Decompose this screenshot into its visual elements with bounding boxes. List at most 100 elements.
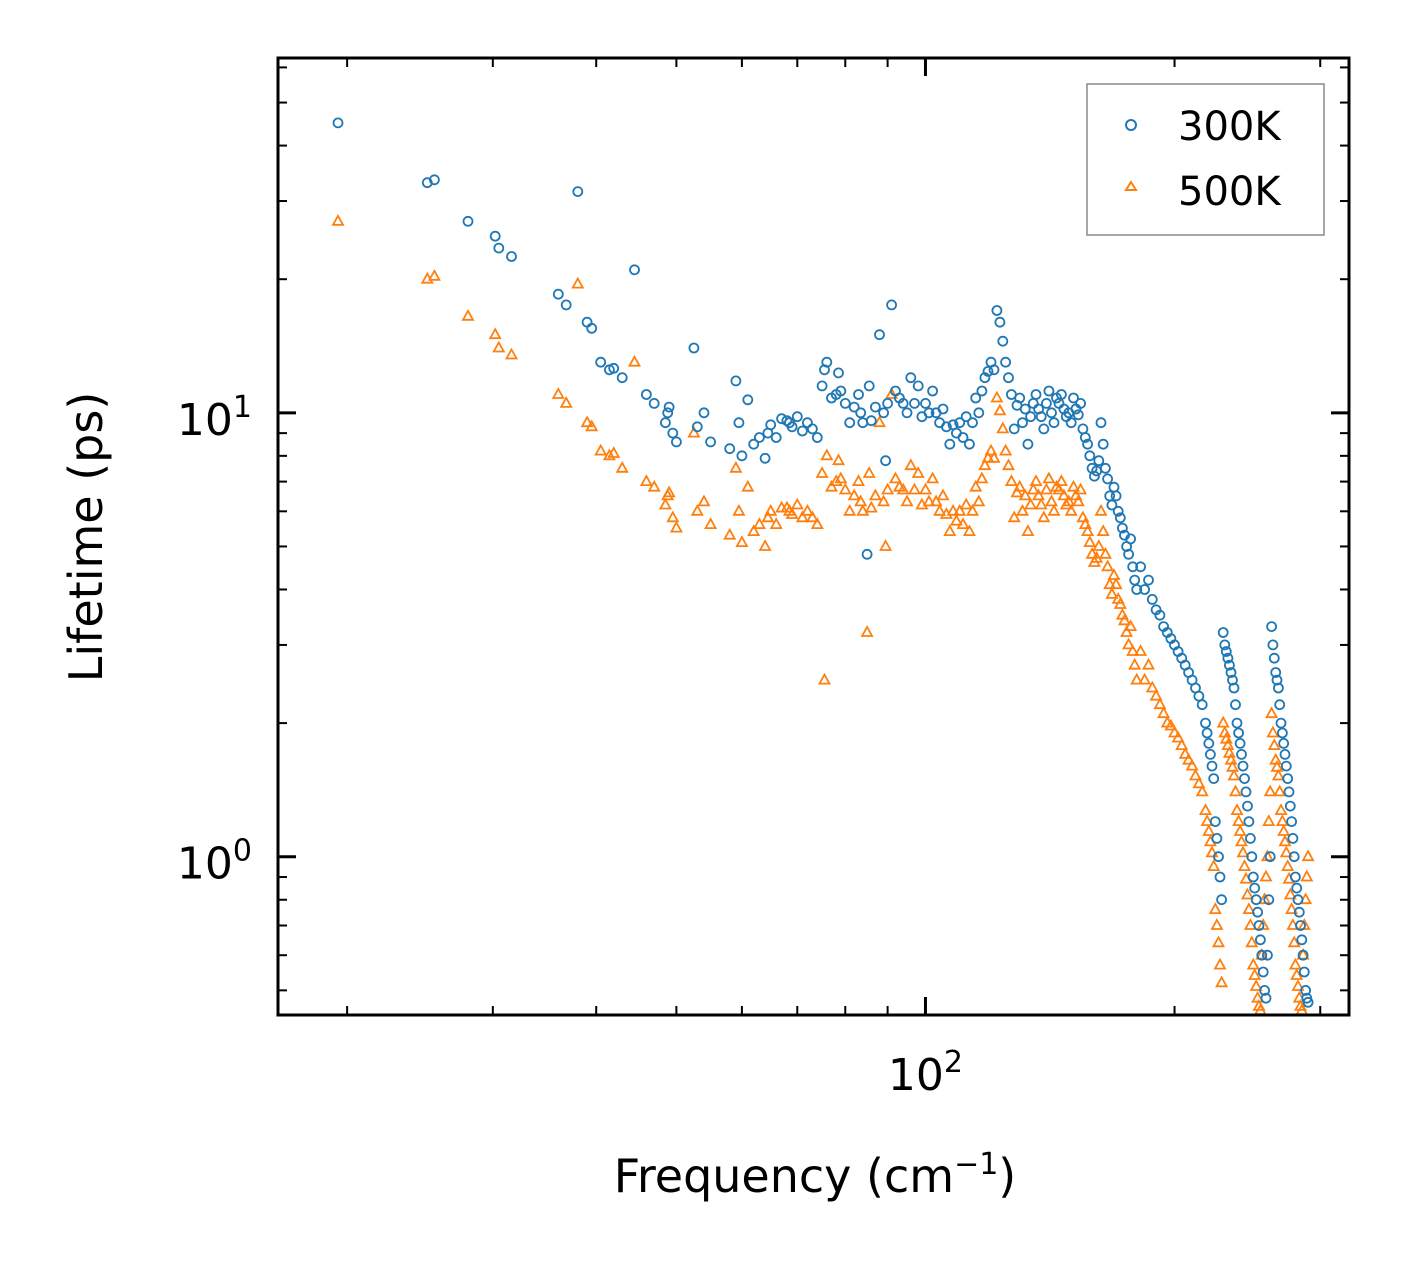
point-300k <box>844 417 856 429</box>
point-300k <box>870 401 881 413</box>
point-500k <box>1054 474 1068 487</box>
point-300k <box>835 385 847 397</box>
point-300k <box>1302 996 1314 1008</box>
point-500k <box>1182 752 1196 765</box>
point-300k <box>1231 717 1243 729</box>
point-300k <box>1219 639 1231 651</box>
point-500k <box>854 494 868 507</box>
point-300k <box>1228 682 1240 694</box>
point-500k <box>1207 859 1221 871</box>
point-300k <box>1224 659 1235 671</box>
point-300k <box>905 372 917 384</box>
point-300k <box>705 436 716 448</box>
point-500k <box>666 510 680 523</box>
point-300k <box>595 356 607 368</box>
point-500k <box>1290 968 1304 980</box>
point-500k <box>1057 488 1071 501</box>
point-500k <box>461 308 475 321</box>
point-500k <box>1233 824 1247 836</box>
y-tick-label: 100 <box>177 834 252 890</box>
point-500k <box>959 497 973 510</box>
point-500k <box>1015 503 1030 516</box>
point-500k <box>1243 918 1257 930</box>
point-300k <box>1072 409 1084 421</box>
point-500k <box>831 453 846 466</box>
point-300k <box>1295 920 1306 931</box>
point-300k <box>979 372 991 384</box>
point-500k <box>1024 497 1038 510</box>
point-500k <box>615 460 629 473</box>
point-300k <box>973 407 985 419</box>
x-axis-label: Frequency (cm−1) <box>614 1147 1017 1203</box>
point-300k <box>954 417 966 429</box>
point-500k <box>1117 613 1132 626</box>
point-300k <box>886 299 897 311</box>
point-300k <box>1237 760 1249 772</box>
point-500k <box>1066 479 1081 492</box>
point-300k <box>1217 627 1229 638</box>
point-300k <box>1273 682 1284 694</box>
point-300k <box>667 427 679 439</box>
point-500k <box>1228 784 1243 797</box>
point-500k <box>1153 697 1167 710</box>
point-500k <box>1178 747 1192 759</box>
point-500k <box>1130 672 1144 685</box>
point-500k <box>856 503 870 516</box>
point-500k <box>829 474 843 487</box>
point-300k <box>1022 438 1034 450</box>
point-300k <box>1100 462 1111 474</box>
point-500k <box>1281 859 1295 871</box>
point-500k <box>1258 892 1272 905</box>
point-500k <box>795 510 809 523</box>
point-500k <box>933 503 947 516</box>
point-500k <box>962 524 976 536</box>
point-300k <box>976 385 988 397</box>
point-300k <box>1208 773 1220 784</box>
point-500k <box>1211 935 1226 948</box>
point-500k <box>936 488 950 501</box>
point-300k <box>909 397 920 409</box>
point-300k <box>941 421 952 433</box>
point-300k <box>1284 800 1296 812</box>
point-300k <box>1082 438 1093 450</box>
point-300k <box>1279 749 1291 760</box>
point-500k <box>847 488 861 501</box>
point-300k <box>1297 949 1309 961</box>
point-300k <box>1017 417 1028 429</box>
point-500k <box>1259 869 1273 882</box>
point-300k <box>1123 548 1134 560</box>
point-300k <box>660 417 671 429</box>
point-500k <box>838 482 852 495</box>
point-500k <box>843 503 857 516</box>
point-500k <box>868 488 882 501</box>
point-300k <box>1068 392 1079 404</box>
point-500k <box>662 485 676 498</box>
ticks-layer: 102 100 101 <box>177 58 1349 1101</box>
point-500k <box>639 474 653 487</box>
point-300k <box>1131 584 1143 595</box>
point-500k <box>1279 845 1293 858</box>
point-500k <box>504 347 519 360</box>
point-500k <box>1113 597 1127 609</box>
point-500k <box>1105 587 1119 599</box>
point-300k <box>882 397 893 409</box>
point-500k <box>1071 494 1085 507</box>
point-500k <box>1285 902 1299 914</box>
point-500k <box>1237 859 1252 871</box>
point-300k <box>572 186 584 198</box>
x-axis-label-sup: −1 <box>954 1147 998 1182</box>
point-300k <box>1243 816 1255 827</box>
legend: 300K 500K <box>1086 83 1325 236</box>
point-500k <box>824 479 839 492</box>
point-500k <box>1141 657 1156 670</box>
point-500k <box>1164 718 1178 731</box>
point-300k <box>1075 397 1086 409</box>
series-layer <box>331 117 1315 1016</box>
point-300k <box>1267 639 1279 651</box>
point-300k <box>733 417 745 429</box>
point-300k <box>923 407 935 419</box>
point-300k <box>724 443 736 455</box>
point-300k <box>742 394 754 406</box>
point-500k <box>1236 845 1250 858</box>
point-500k <box>1287 935 1301 948</box>
